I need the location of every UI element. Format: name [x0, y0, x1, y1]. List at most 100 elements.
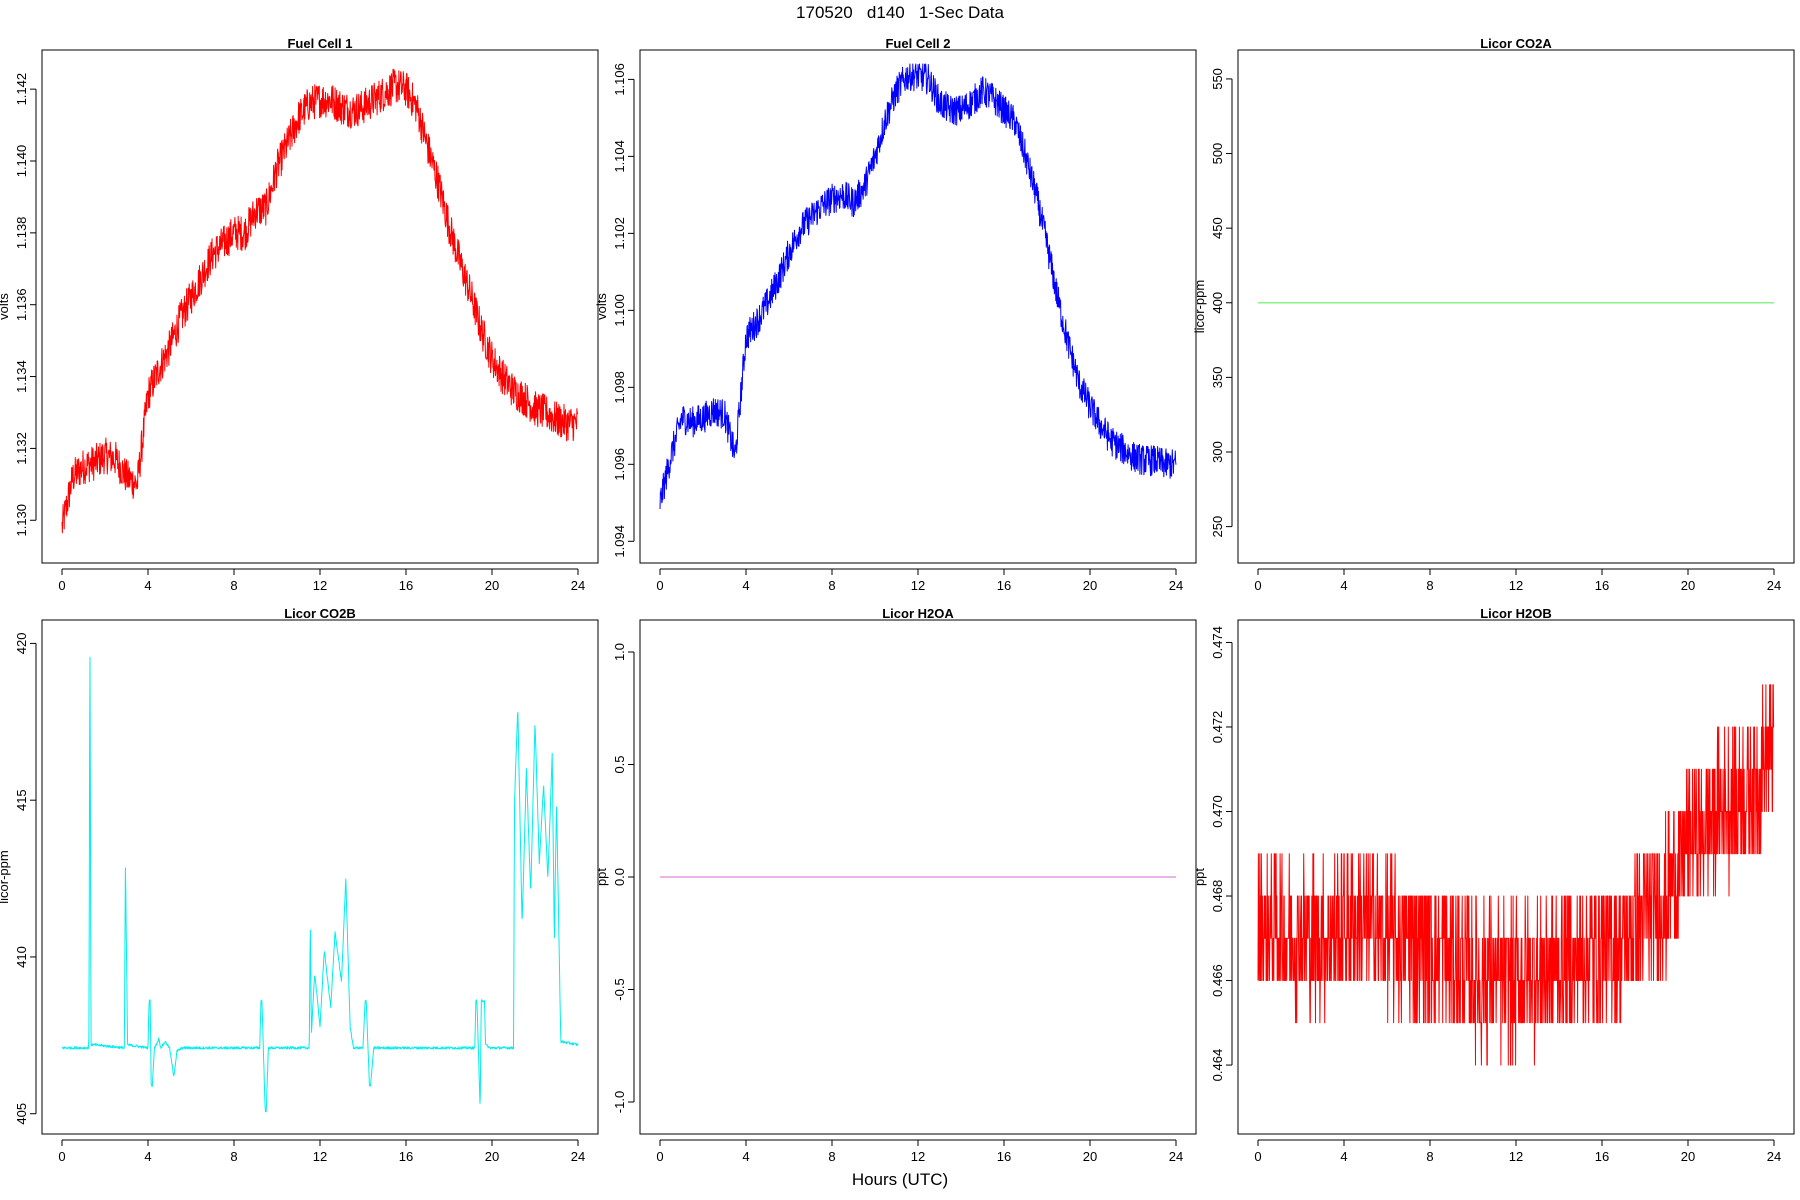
x-tick-label: 0 [656, 1149, 663, 1164]
data-series-line [659, 63, 1177, 510]
y-tick-label: 1.130 [14, 504, 29, 537]
x-tick-label: 16 [1595, 578, 1609, 593]
x-axis: 0 4 8 12 16 20 24 [656, 1139, 1183, 1164]
y-axis-label: licor-ppm [1192, 280, 1207, 333]
y-axis-label: volts [594, 293, 609, 320]
y-tick-label: -0.5 [612, 978, 627, 1000]
y-axis-label: ppt [594, 868, 609, 886]
plot-frame [639, 619, 1197, 1135]
x-tick-label: 0 [656, 578, 663, 593]
chart-panel-2: Fuel Cell 2 volts 0 4 8 12 16 20 24 1.094 1.096 1.0… [594, 36, 1197, 593]
x-tick-label: 4 [144, 1149, 151, 1164]
x-tick-label: 12 [911, 578, 925, 593]
x-tick-label: 8 [828, 578, 835, 593]
x-tick-label: 24 [1767, 1149, 1781, 1164]
chart-panel-5: Licor H2OA ppt 0 4 8 12 16 20 24 -1.0 -0.5 0.0 0.5 1.… [594, 606, 1197, 1164]
y-tick-label: 1.136 [14, 288, 29, 321]
x-tick-label: 24 [571, 578, 585, 593]
y-tick-label: 300 [1210, 441, 1225, 463]
x-tick-label: 4 [144, 578, 151, 593]
y-tick-label: 415 [14, 789, 29, 811]
x-axis: 0 4 8 12 16 20 24 [656, 568, 1183, 593]
data-series-line [1257, 684, 1775, 1066]
panel-title: Licor CO2B [284, 606, 356, 621]
x-tick-label: 0 [1254, 578, 1261, 593]
y-tick-label: 1.132 [14, 432, 29, 465]
x-tick-label: 20 [1083, 578, 1097, 593]
x-tick-label: 0 [1254, 1149, 1261, 1164]
y-tick-label: 1.100 [612, 294, 627, 327]
x-tick-label: 24 [1169, 578, 1183, 593]
y-tick-label: 0.466 [1210, 964, 1225, 997]
x-tick-label: 12 [313, 578, 327, 593]
y-tick-label: 1.098 [612, 371, 627, 404]
y-tick-label: 0.474 [1210, 626, 1225, 659]
panel-title: Fuel Cell 2 [885, 36, 950, 51]
panel-title: Licor H2OB [1480, 606, 1552, 621]
x-tick-label: 4 [1340, 578, 1347, 593]
y-axis: 0.464 0.466 0.468 0.470 0.472 0.474 [1210, 626, 1233, 1082]
x-tick-label: 4 [1340, 1149, 1347, 1164]
plot-frame [1237, 49, 1795, 564]
y-tick-label: 1.102 [612, 217, 627, 250]
y-tick-label: 1.134 [14, 360, 29, 393]
x-tick-label: 20 [485, 578, 499, 593]
x-tick-label: 16 [997, 1149, 1011, 1164]
x-tick-label: 8 [230, 578, 237, 593]
x-tick-label: 0 [58, 1149, 65, 1164]
x-tick-label: 24 [571, 1149, 585, 1164]
plot-frame [1237, 619, 1795, 1135]
x-tick-label: 4 [742, 578, 749, 593]
y-tick-label: 500 [1210, 143, 1225, 165]
x-tick-label: 24 [1767, 578, 1781, 593]
x-axis: 0 4 8 12 16 20 24 [1254, 1139, 1781, 1164]
y-axis-label: volts [0, 293, 11, 320]
y-axis: -1.0 -0.5 0.0 0.5 1.0 [612, 643, 635, 1113]
y-tick-label: 0.464 [1210, 1049, 1225, 1082]
x-tick-label: 12 [313, 1149, 327, 1164]
y-tick-label: 405 [14, 1103, 29, 1125]
x-tick-label: 16 [1595, 1149, 1609, 1164]
y-tick-label: 1.106 [612, 63, 627, 96]
y-tick-label: 250 [1210, 516, 1225, 538]
x-tick-label: 12 [1509, 1149, 1523, 1164]
y-tick-label: 1.096 [612, 448, 627, 481]
y-tick-label: 1.104 [612, 140, 627, 173]
x-tick-label: 4 [742, 1149, 749, 1164]
data-series-line [61, 68, 579, 534]
y-tick-label: 0.0 [612, 868, 627, 886]
y-tick-label: 1.142 [14, 73, 29, 106]
x-axis: 0 4 8 12 16 20 24 [58, 1139, 585, 1164]
x-tick-label: 16 [997, 578, 1011, 593]
x-axis: 0 4 8 12 16 20 24 [1254, 568, 1781, 593]
y-tick-label: 1.140 [14, 145, 29, 178]
x-tick-label: 20 [485, 1149, 499, 1164]
y-tick-label: 0.470 [1210, 795, 1225, 828]
x-tick-label: 20 [1681, 578, 1695, 593]
x-tick-label: 12 [911, 1149, 925, 1164]
chart-panel-3: Licor CO2A licor-ppm 0 4 8 12 16 20 24 250 300 350 4… [1192, 36, 1795, 593]
y-axis-label: licor-ppm [0, 850, 11, 903]
y-tick-label: 400 [1210, 292, 1225, 314]
plot-frame [41, 619, 599, 1135]
x-axis-caption: Hours (UTC) [851, 1170, 949, 1189]
y-axis: 250 300 350 400 450 500 550 [1210, 68, 1233, 538]
y-tick-label: 1.094 [612, 525, 627, 558]
y-axis: 1.130 1.132 1.134 1.136 1.138 1.140 1.142 [14, 73, 37, 537]
x-tick-label: 24 [1169, 1149, 1183, 1164]
x-tick-label: 16 [399, 1149, 413, 1164]
data-series-line [61, 656, 579, 1113]
panel-title: Fuel Cell 1 [287, 36, 352, 51]
y-axis: 405 410 415 420 [14, 633, 37, 1125]
y-tick-label: 0.472 [1210, 711, 1225, 744]
y-tick-label: 0.468 [1210, 880, 1225, 913]
y-axis-label: ppt [1192, 868, 1207, 886]
y-tick-label: 1.138 [14, 217, 29, 250]
x-tick-label: 16 [399, 578, 413, 593]
y-tick-label: -1.0 [612, 1091, 627, 1113]
x-tick-label: 0 [58, 578, 65, 593]
x-tick-label: 8 [1426, 1149, 1433, 1164]
